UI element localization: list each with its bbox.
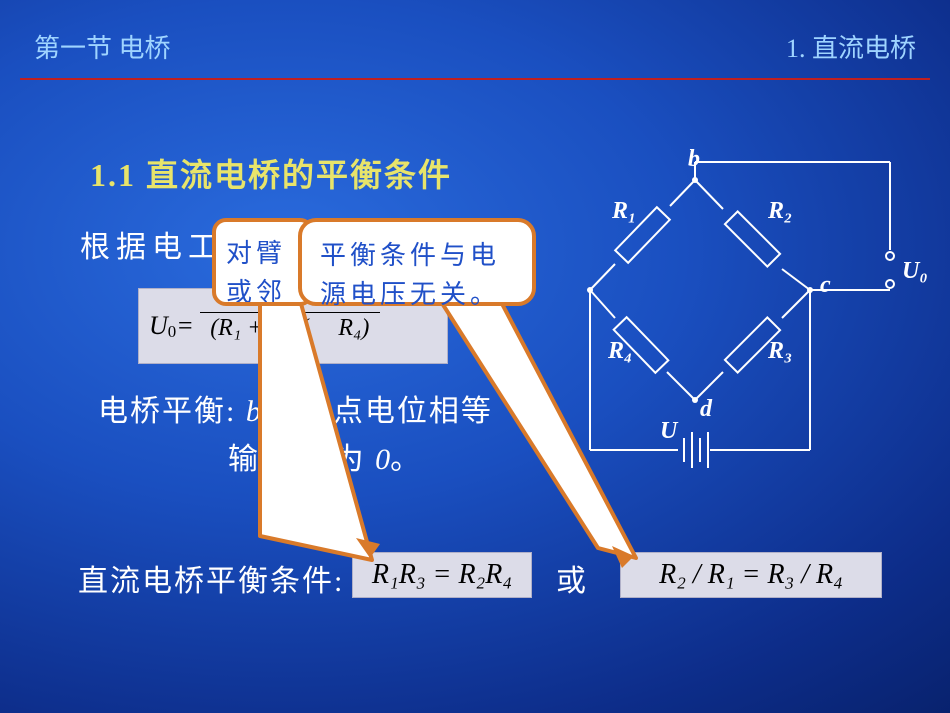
r3-label: R₃: [768, 338, 792, 365]
u0-denominator: (R₁ + R₂)( R₄): [204, 313, 375, 342]
balance-line: 电桥平衡: b、 点电位相等: [98, 386, 493, 430]
u0-eq: =: [176, 311, 194, 341]
u0-lhs: U0: [149, 311, 176, 342]
header-left: 第一节 电桥: [34, 28, 171, 78]
section-title: 1.1 直流电桥的平衡条件: [90, 150, 452, 196]
header-rule: [20, 78, 930, 80]
condition-label: 直流电桥平衡条件:: [78, 556, 344, 600]
formula-ratio: R₂ / R₁ = R₃ / R₄: [620, 552, 882, 598]
node-d-label: d: [700, 396, 712, 423]
slide-header: 第一节 电桥 1. 直流电桥: [0, 0, 950, 78]
output-line: 输出U₀ 为 0。: [228, 434, 422, 478]
node-b-label: b: [688, 146, 700, 173]
source-label: U: [660, 418, 677, 445]
node-c-label: c: [820, 272, 831, 299]
header-right: 1. 直流电桥: [786, 28, 916, 78]
r2-label: R₂: [768, 198, 792, 225]
slide: 第一节 电桥 1. 直流电桥 1.1 直流电桥的平衡条件 根据电工学 U0 = …: [0, 0, 950, 713]
r1-label: R₁: [612, 198, 636, 225]
callout-main: 平衡条件与电 源电压无关。: [298, 218, 536, 306]
bridge-circuit: b c d R₁ R₂ R₃ R₄ U U₀: [560, 150, 930, 480]
formula-product: R₁R₃ = R₂R₄: [352, 552, 532, 598]
or-word: 或: [556, 556, 586, 600]
output-label: U₀: [902, 258, 928, 285]
r4-label: R₄: [608, 338, 632, 365]
u0-fraction: (R₁ + R₂)( R₄): [200, 310, 380, 342]
